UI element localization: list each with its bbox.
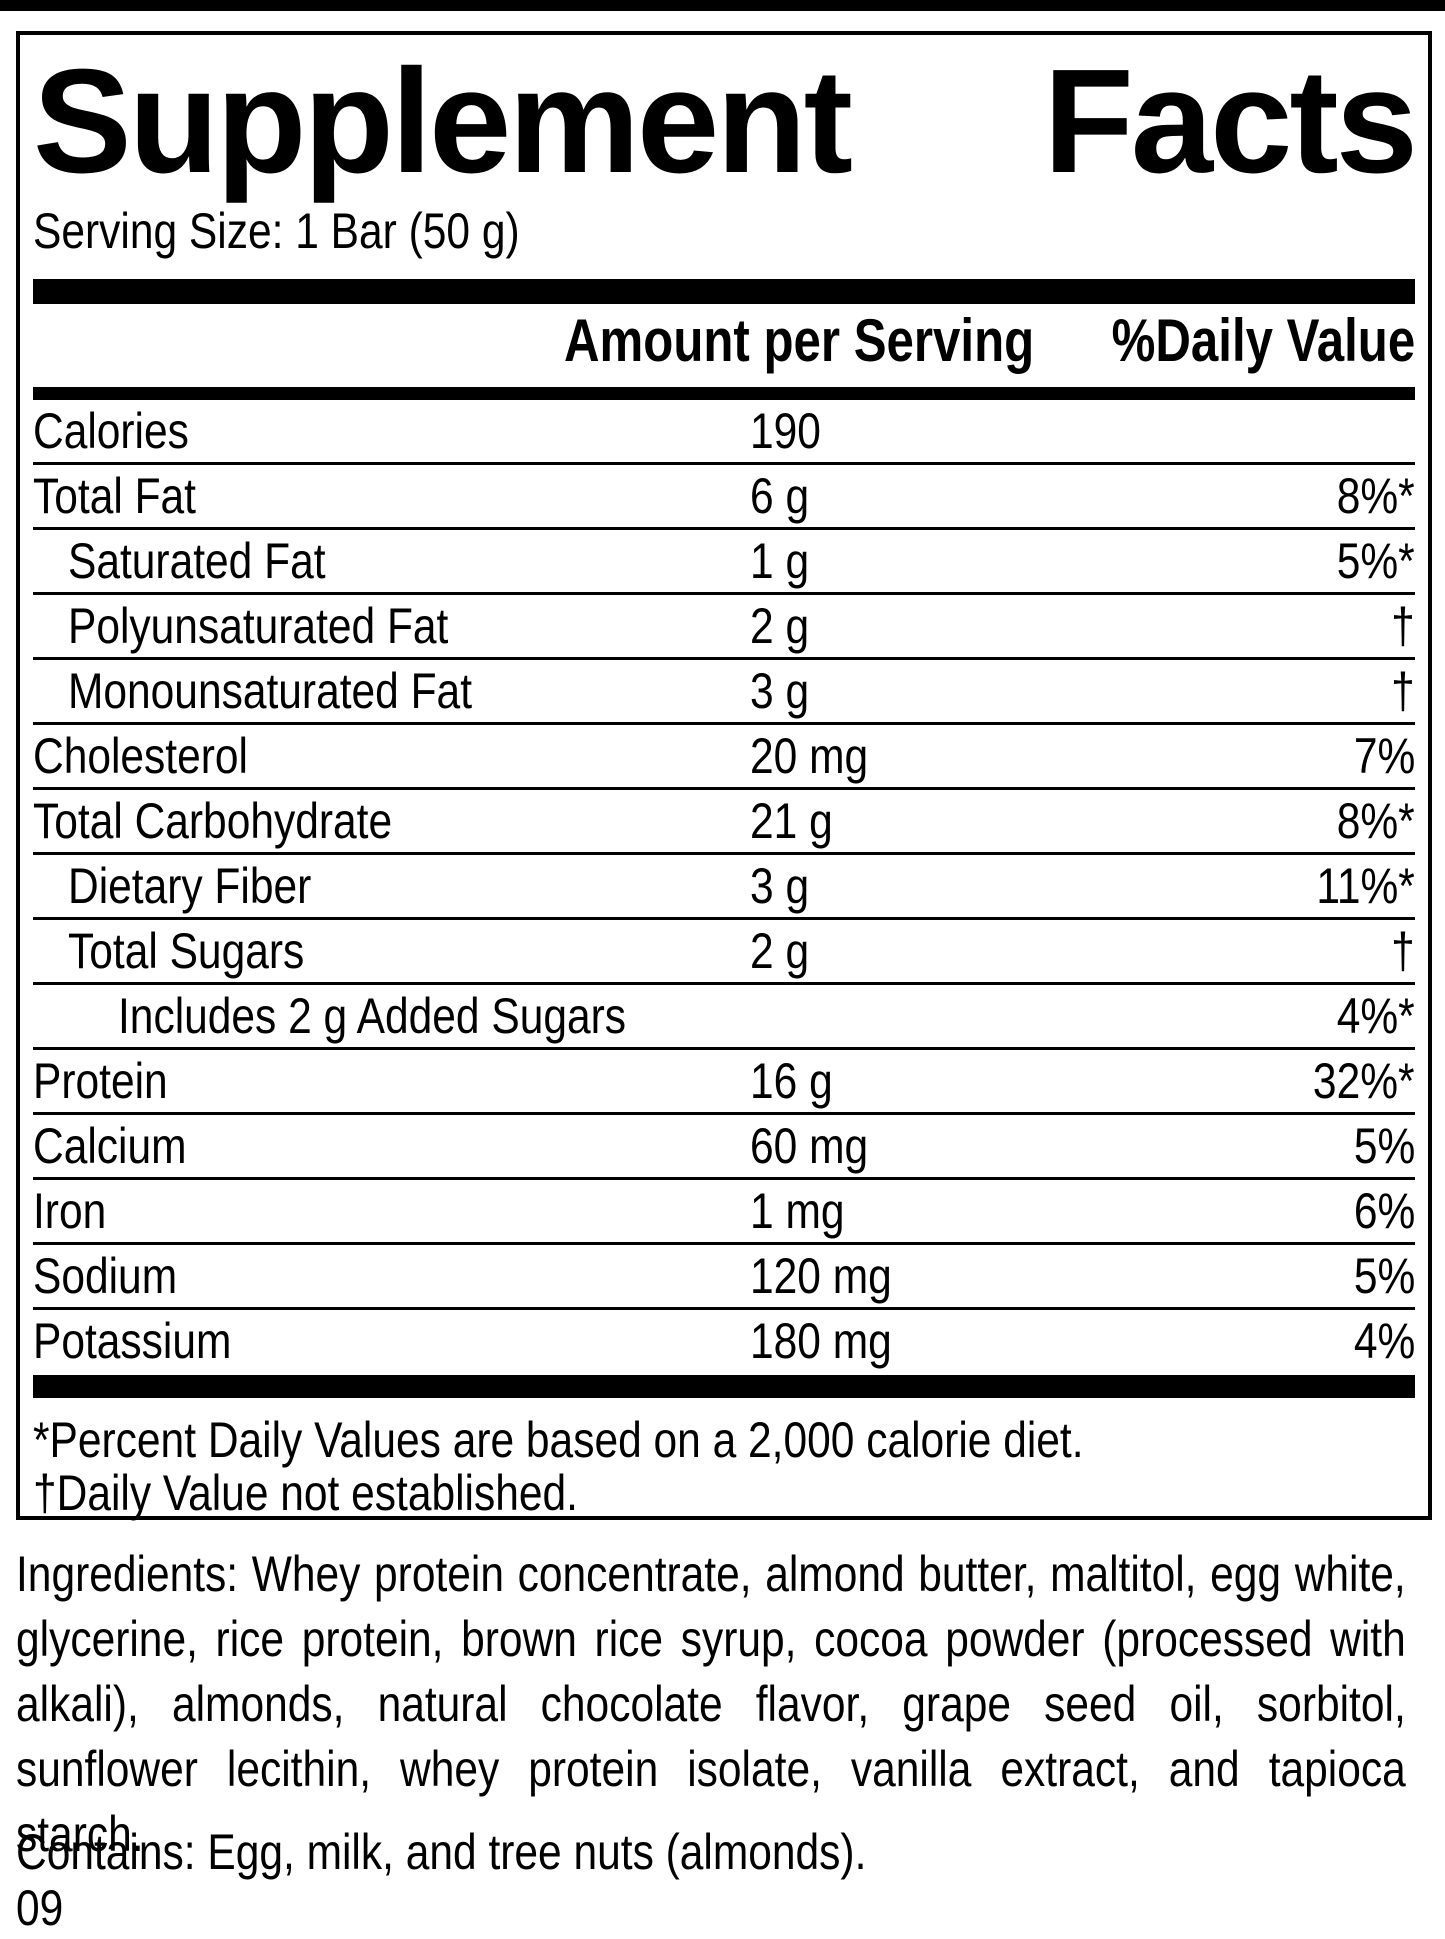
thick-separator-bottom (33, 1375, 1415, 1398)
nutrient-row: Iron 1 mg 6% (33, 1180, 1415, 1245)
nutrient-daily-value: 8%* (1337, 793, 1415, 849)
nutrient-rows: Calories 190 Total Fat 6 g 8%* Saturated… (33, 400, 1415, 1375)
nutrient-daily-value: 5% (1353, 1118, 1415, 1174)
contains-allergens-text: Contains: Egg, milk, and tree nuts (almo… (16, 1824, 867, 1880)
nutrient-amount: 120 mg (750, 1248, 892, 1304)
footer-code: 09 (16, 1880, 64, 1936)
nutrient-name: Polyunsaturated Fat (68, 598, 449, 654)
panel-title: Supplement Facts (33, 39, 1418, 205)
nutrient-name: Sodium (33, 1248, 178, 1304)
nutrient-row: Calcium 60 mg 5% (33, 1115, 1415, 1180)
nutrient-daily-value: 6% (1353, 1183, 1415, 1239)
nutrient-row: Monounsaturated Fat 3 g † (33, 660, 1415, 725)
nutrient-name: Iron (33, 1183, 107, 1239)
nutrient-row: Saturated Fat 1 g 5%* (33, 530, 1415, 595)
footnote-percent-daily-values: *Percent Daily Values are based on a 2,0… (33, 1412, 1084, 1468)
nutrient-name: Calories (33, 403, 189, 459)
nutrient-row: Protein 16 g 32%* (33, 1050, 1415, 1115)
ingredients-text: Ingredients: Whey protein concentrate, a… (16, 1546, 1406, 1862)
nutrient-amount: 180 mg (750, 1313, 892, 1369)
nutrient-name: Saturated Fat (68, 533, 326, 589)
nutrient-row: Polyunsaturated Fat 2 g † (33, 595, 1415, 660)
nutrient-row: Total Fat 6 g 8%* (33, 465, 1415, 530)
supplement-facts-panel: Supplement Facts Serving Size: 1 Bar (50… (16, 31, 1432, 1520)
nutrient-amount: 1 mg (750, 1183, 845, 1239)
nutrient-daily-value: 5%* (1337, 533, 1415, 589)
nutrient-name: Protein (33, 1053, 168, 1109)
nutrient-row: Total Sugars 2 g † (33, 920, 1415, 985)
nutrient-daily-value: 5% (1353, 1248, 1415, 1304)
nutrient-name: Cholesterol (33, 728, 248, 784)
nutrient-daily-value: † (1391, 923, 1415, 979)
nutrient-amount: 6 g (750, 468, 810, 524)
nutrient-amount: 20 mg (750, 728, 869, 784)
nutrient-name: Total Sugars (68, 923, 305, 979)
nutrient-row: Sodium 120 mg 5% (33, 1245, 1415, 1310)
nutrient-daily-value: 7% (1353, 728, 1415, 784)
nutrient-name: Potassium (33, 1313, 232, 1369)
nutrient-amount: 3 g (750, 663, 810, 719)
nutrient-daily-value: 4% (1353, 1313, 1415, 1369)
nutrient-amount: 1 g (750, 533, 810, 589)
nutrient-amount: 60 mg (750, 1118, 869, 1174)
nutrient-daily-value: † (1391, 663, 1415, 719)
nutrient-amount: 2 g (750, 598, 810, 654)
nutrient-daily-value: 11%* (1316, 858, 1415, 914)
nutrient-daily-value: 8%* (1337, 468, 1415, 524)
nutrient-amount: 3 g (750, 858, 810, 914)
footnote-daily-value-not-established: †Daily Value not established. (33, 1465, 578, 1521)
nutrient-row: Dietary Fiber 3 g 11%* (33, 855, 1415, 920)
footnotes: *Percent Daily Values are based on a 2,0… (33, 1414, 1415, 1520)
nutrient-amount: 2 g (750, 923, 810, 979)
header-separator (33, 387, 1415, 400)
nutrient-name: Monounsaturated Fat (68, 663, 473, 719)
nutrient-row: Includes 2 g Added Sugars 4%* (33, 985, 1415, 1050)
nutrient-daily-value: 4%* (1337, 988, 1415, 1044)
nutrient-amount: 190 (750, 403, 821, 459)
nutrient-name: Includes 2 g Added Sugars (118, 988, 627, 1044)
daily-value-header: %Daily Value (1111, 307, 1415, 374)
title-word-facts: Facts (1043, 39, 1418, 204)
nutrient-row: Potassium 180 mg 4% (33, 1310, 1415, 1375)
nutrient-daily-value: 32%* (1313, 1053, 1415, 1109)
nutrient-row: Calories 190 (33, 400, 1415, 465)
nutrient-name: Total Carbohydrate (33, 793, 393, 849)
top-edge-strip (0, 0, 1445, 11)
nutrient-name: Calcium (33, 1118, 187, 1174)
nutrient-row: Cholesterol 20 mg 7% (33, 725, 1415, 790)
column-headers: Amount per Serving %Daily Value (33, 304, 1415, 387)
nutrient-daily-value: † (1391, 598, 1415, 654)
nutrient-amount: 16 g (750, 1053, 833, 1109)
nutrient-name: Total Fat (33, 468, 196, 524)
nutrient-name: Dietary Fiber (68, 858, 312, 914)
thick-separator-top (33, 279, 1415, 304)
serving-size-text: Serving Size: 1 Bar (50 g) (33, 203, 520, 259)
nutrient-row: Total Carbohydrate 21 g 8%* (33, 790, 1415, 855)
amount-per-serving-header: Amount per Serving (564, 307, 1035, 374)
title-word-supplement: Supplement (33, 39, 853, 204)
nutrient-amount: 21 g (750, 793, 833, 849)
